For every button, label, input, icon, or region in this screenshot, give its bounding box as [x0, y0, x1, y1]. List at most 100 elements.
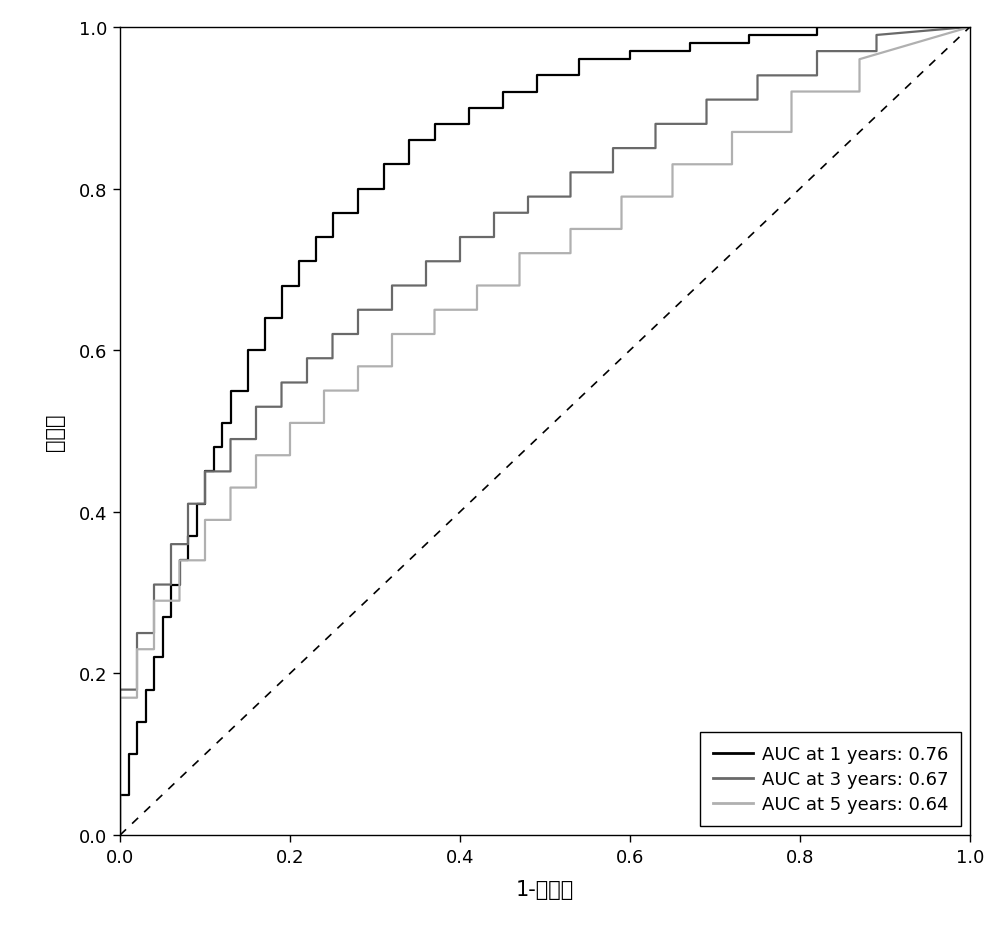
- AUC at 3 years: 0.67: (0.04, 0.31): 0.67: (0.04, 0.31): [148, 579, 160, 590]
- AUC at 1 years: 0.76: (0.04, 0.18): 0.76: (0.04, 0.18): [148, 684, 160, 695]
- AUC at 3 years: 0.67: (0.58, 0.85): 0.67: (0.58, 0.85): [607, 144, 619, 155]
- AUC at 5 years: 0.64: (0.16, 0.43): 0.64: (0.16, 0.43): [250, 483, 262, 494]
- AUC at 3 years: 0.67: (0.4, 0.71): 0.67: (0.4, 0.71): [454, 256, 466, 267]
- AUC at 3 years: 0.67: (0.16, 0.53): 0.67: (0.16, 0.53): [250, 402, 262, 413]
- AUC at 5 years: 0.64: (0.42, 0.65): 0.64: (0.42, 0.65): [471, 304, 483, 316]
- AUC at 3 years: 0.67: (0.82, 0.94): 0.67: (0.82, 0.94): [811, 71, 823, 82]
- AUC at 3 years: 0.67: (0.44, 0.77): 0.67: (0.44, 0.77): [488, 208, 500, 219]
- AUC at 3 years: 0.67: (0.02, 0.18): 0.67: (0.02, 0.18): [131, 684, 143, 695]
- Line: AUC at 1 years: 0.76: AUC at 1 years: 0.76: [120, 28, 970, 835]
- AUC at 3 years: 0.67: (0.22, 0.56): 0.67: (0.22, 0.56): [301, 378, 313, 389]
- AUC at 3 years: 0.67: (0.08, 0.41): 0.67: (0.08, 0.41): [182, 498, 194, 509]
- AUC at 3 years: 0.67: (0.63, 0.85): 0.67: (0.63, 0.85): [650, 144, 662, 155]
- AUC at 5 years: 0.64: (0.1, 0.34): 0.64: (0.1, 0.34): [199, 555, 211, 566]
- AUC at 5 years: 0.64: (0.59, 0.79): 0.64: (0.59, 0.79): [616, 192, 628, 203]
- AUC at 3 years: 0.67: (0.06, 0.36): 0.67: (0.06, 0.36): [165, 539, 177, 550]
- AUC at 3 years: 0.67: (0.19, 0.53): 0.67: (0.19, 0.53): [276, 402, 288, 413]
- AUC at 5 years: 0.64: (0.02, 0.23): 0.64: (0.02, 0.23): [131, 644, 143, 655]
- AUC at 5 years: 0.64: (0.72, 0.83): 0.64: (0.72, 0.83): [726, 160, 738, 171]
- AUC at 5 years: 0.64: (0, 0.17): 0.64: (0, 0.17): [114, 692, 126, 703]
- Line: AUC at 5 years: 0.64: AUC at 5 years: 0.64: [120, 28, 970, 835]
- AUC at 5 years: 0.64: (0.02, 0.17): 0.64: (0.02, 0.17): [131, 692, 143, 703]
- X-axis label: 1-特异性: 1-特异性: [516, 880, 574, 899]
- AUC at 3 years: 0.67: (0.04, 0.25): 0.67: (0.04, 0.25): [148, 628, 160, 639]
- AUC at 5 years: 0.64: (0.42, 0.68): 0.64: (0.42, 0.68): [471, 280, 483, 291]
- AUC at 1 years: 0.76: (0.45, 0.9): 0.76: (0.45, 0.9): [497, 103, 509, 114]
- AUC at 5 years: 0.64: (0.24, 0.55): 0.64: (0.24, 0.55): [318, 386, 330, 397]
- AUC at 5 years: 0.64: (0.32, 0.62): 0.64: (0.32, 0.62): [386, 329, 398, 341]
- AUC at 5 years: 0.64: (0.37, 0.62): 0.64: (0.37, 0.62): [428, 329, 440, 341]
- AUC at 3 years: 0.67: (0.16, 0.49): 0.67: (0.16, 0.49): [250, 434, 262, 445]
- AUC at 3 years: 0.67: (0.08, 0.36): 0.67: (0.08, 0.36): [182, 539, 194, 550]
- AUC at 5 years: 0.64: (0.65, 0.83): 0.64: (0.65, 0.83): [666, 160, 678, 171]
- AUC at 3 years: 0.67: (0.1, 0.41): 0.67: (0.1, 0.41): [199, 498, 211, 509]
- AUC at 5 years: 0.64: (0.2, 0.51): 0.64: (0.2, 0.51): [284, 418, 296, 429]
- AUC at 3 years: 0.67: (0.25, 0.59): 0.67: (0.25, 0.59): [326, 354, 338, 365]
- AUC at 3 years: 0.67: (0.44, 0.74): 0.67: (0.44, 0.74): [488, 232, 500, 243]
- AUC at 1 years: 0.76: (1, 1): 0.76: (1, 1): [964, 22, 976, 33]
- AUC at 3 years: 0.67: (0.13, 0.45): 0.67: (0.13, 0.45): [224, 466, 237, 477]
- Line: AUC at 3 years: 0.67: AUC at 3 years: 0.67: [120, 28, 970, 835]
- AUC at 3 years: 0.67: (1, 1): 0.67: (1, 1): [964, 22, 976, 33]
- AUC at 3 years: 0.67: (0.13, 0.49): 0.67: (0.13, 0.49): [224, 434, 237, 445]
- AUC at 3 years: 0.67: (0, 0.18): 0.67: (0, 0.18): [114, 684, 126, 695]
- Y-axis label: 敏感性: 敏感性: [45, 413, 65, 450]
- AUC at 3 years: 0.67: (0.36, 0.71): 0.67: (0.36, 0.71): [420, 256, 432, 267]
- AUC at 3 years: 0.67: (0.1, 0.45): 0.67: (0.1, 0.45): [199, 466, 211, 477]
- AUC at 5 years: 0.64: (0.79, 0.87): 0.64: (0.79, 0.87): [786, 127, 798, 138]
- AUC at 3 years: 0.67: (0.4, 0.74): 0.67: (0.4, 0.74): [454, 232, 466, 243]
- AUC at 5 years: 0.64: (0.13, 0.39): 0.64: (0.13, 0.39): [224, 515, 237, 526]
- AUC at 3 years: 0.67: (0.28, 0.62): 0.67: (0.28, 0.62): [352, 329, 364, 341]
- AUC at 5 years: 0.64: (0.28, 0.55): 0.64: (0.28, 0.55): [352, 386, 364, 397]
- AUC at 3 years: 0.67: (0.63, 0.88): 0.67: (0.63, 0.88): [650, 119, 662, 130]
- AUC at 5 years: 0.64: (0.53, 0.75): 0.64: (0.53, 0.75): [564, 225, 576, 236]
- AUC at 5 years: 0.64: (0.24, 0.51): 0.64: (0.24, 0.51): [318, 418, 330, 429]
- AUC at 5 years: 0.64: (0.37, 0.65): 0.64: (0.37, 0.65): [428, 304, 440, 316]
- AUC at 3 years: 0.67: (0.75, 0.94): 0.67: (0.75, 0.94): [752, 71, 764, 82]
- AUC at 3 years: 0.67: (0.22, 0.59): 0.67: (0.22, 0.59): [301, 354, 313, 365]
- AUC at 3 years: 0.67: (0, 0): 0.67: (0, 0): [114, 830, 126, 841]
- AUC at 3 years: 0.67: (0.06, 0.31): 0.67: (0.06, 0.31): [165, 579, 177, 590]
- AUC at 5 years: 0.64: (0.13, 0.43): 0.64: (0.13, 0.43): [224, 483, 237, 494]
- AUC at 3 years: 0.67: (0.32, 0.68): 0.67: (0.32, 0.68): [386, 280, 398, 291]
- AUC at 3 years: 0.67: (0.48, 0.79): 0.67: (0.48, 0.79): [522, 192, 534, 203]
- AUC at 5 years: 0.64: (0.87, 0.92): 0.64: (0.87, 0.92): [854, 87, 866, 98]
- Legend: AUC at 1 years: 0.76, AUC at 3 years: 0.67, AUC at 5 years: 0.64: AUC at 1 years: 0.76, AUC at 3 years: 0.…: [700, 732, 961, 826]
- AUC at 3 years: 0.67: (0.19, 0.56): 0.67: (0.19, 0.56): [276, 378, 288, 389]
- AUC at 5 years: 0.64: (0.1, 0.39): 0.64: (0.1, 0.39): [199, 515, 211, 526]
- AUC at 5 years: 0.64: (1, 1): 0.64: (1, 1): [964, 22, 976, 33]
- AUC at 3 years: 0.67: (0.69, 0.88): 0.67: (0.69, 0.88): [700, 119, 712, 130]
- AUC at 3 years: 0.67: (0.53, 0.82): 0.67: (0.53, 0.82): [564, 168, 576, 179]
- AUC at 5 years: 0.64: (0.04, 0.23): 0.64: (0.04, 0.23): [148, 644, 160, 655]
- AUC at 3 years: 0.67: (0.89, 0.97): 0.67: (0.89, 0.97): [870, 46, 883, 58]
- AUC at 3 years: 0.67: (0.02, 0.25): 0.67: (0.02, 0.25): [131, 628, 143, 639]
- AUC at 5 years: 0.64: (0.28, 0.58): 0.64: (0.28, 0.58): [352, 361, 364, 372]
- AUC at 5 years: 0.64: (0.04, 0.29): 0.64: (0.04, 0.29): [148, 596, 160, 607]
- AUC at 5 years: 0.64: (0.2, 0.47): 0.64: (0.2, 0.47): [284, 450, 296, 461]
- AUC at 3 years: 0.67: (0.25, 0.62): 0.67: (0.25, 0.62): [326, 329, 338, 341]
- AUC at 5 years: 0.64: (0.07, 0.29): 0.64: (0.07, 0.29): [174, 596, 186, 607]
- AUC at 1 years: 0.76: (0, 0): 0.76: (0, 0): [114, 830, 126, 841]
- AUC at 5 years: 0.64: (0.72, 0.87): 0.64: (0.72, 0.87): [726, 127, 738, 138]
- AUC at 1 years: 0.76: (0.74, 0.99): 0.76: (0.74, 0.99): [743, 31, 755, 42]
- AUC at 5 years: 0.64: (0.65, 0.79): 0.64: (0.65, 0.79): [666, 192, 678, 203]
- AUC at 5 years: 0.64: (0.59, 0.75): 0.64: (0.59, 0.75): [616, 225, 628, 236]
- AUC at 3 years: 0.67: (0.53, 0.79): 0.67: (0.53, 0.79): [564, 192, 576, 203]
- AUC at 1 years: 0.76: (0.17, 0.6): 0.76: (0.17, 0.6): [258, 345, 270, 356]
- AUC at 5 years: 0.64: (0.32, 0.58): 0.64: (0.32, 0.58): [386, 361, 398, 372]
- AUC at 5 years: 0.64: (0.87, 0.96): 0.64: (0.87, 0.96): [854, 55, 866, 66]
- AUC at 3 years: 0.67: (0.82, 0.97): 0.67: (0.82, 0.97): [811, 46, 823, 58]
- AUC at 5 years: 0.64: (0.16, 0.47): 0.64: (0.16, 0.47): [250, 450, 262, 461]
- AUC at 3 years: 0.67: (0.32, 0.65): 0.67: (0.32, 0.65): [386, 304, 398, 316]
- AUC at 5 years: 0.64: (0.07, 0.34): 0.64: (0.07, 0.34): [174, 555, 186, 566]
- AUC at 5 years: 0.64: (0.47, 0.68): 0.64: (0.47, 0.68): [514, 280, 526, 291]
- AUC at 5 years: 0.64: (0.79, 0.92): 0.64: (0.79, 0.92): [786, 87, 798, 98]
- AUC at 1 years: 0.76: (0.13, 0.55): 0.76: (0.13, 0.55): [224, 386, 237, 397]
- AUC at 3 years: 0.67: (0.36, 0.68): 0.67: (0.36, 0.68): [420, 280, 432, 291]
- AUC at 3 years: 0.67: (0.48, 0.77): 0.67: (0.48, 0.77): [522, 208, 534, 219]
- AUC at 3 years: 0.67: (0.89, 0.99): 0.67: (0.89, 0.99): [870, 31, 883, 42]
- AUC at 1 years: 0.76: (0.05, 0.22): 0.76: (0.05, 0.22): [156, 652, 168, 664]
- AUC at 3 years: 0.67: (0.28, 0.65): 0.67: (0.28, 0.65): [352, 304, 364, 316]
- AUC at 5 years: 0.64: (0.53, 0.72): 0.64: (0.53, 0.72): [564, 249, 576, 260]
- AUC at 3 years: 0.67: (0.58, 0.82): 0.67: (0.58, 0.82): [607, 168, 619, 179]
